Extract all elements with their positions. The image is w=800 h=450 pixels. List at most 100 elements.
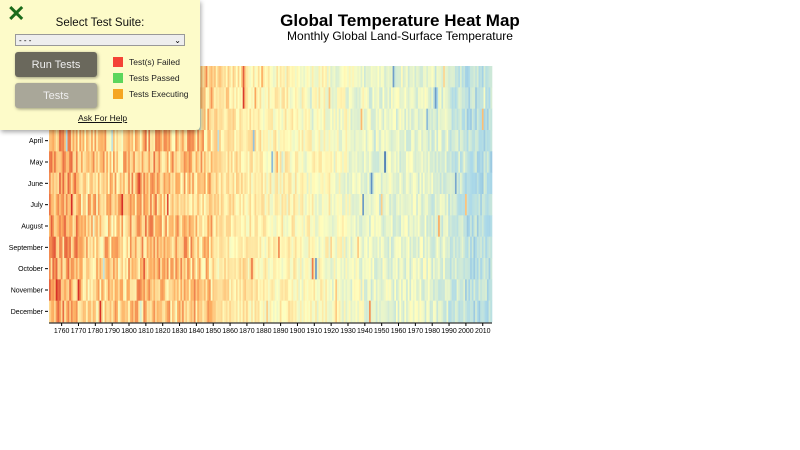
heatmap-cell [158, 236, 161, 259]
heatmap-cell [225, 172, 228, 195]
heatmap-cell [444, 108, 447, 131]
heatmap-cell [138, 279, 141, 301]
x-tick-label: 2000 [458, 328, 474, 335]
heatmap-cell [421, 279, 424, 301]
heatmap-cell [466, 258, 469, 280]
heatmap-cell [340, 151, 343, 173]
heatmap-cell [387, 279, 390, 301]
heatmap-cell [438, 300, 441, 323]
heatmap-cell [239, 108, 242, 131]
heatmap-cell [286, 66, 289, 88]
heatmap-cell [466, 215, 469, 237]
heatmap-cell [246, 130, 249, 152]
run-tests-button[interactable]: Run Tests [15, 52, 97, 77]
heatmap-cell [276, 236, 279, 259]
heatmap-cell [96, 236, 99, 259]
heatmap-cell [200, 172, 203, 195]
heatmap-cell [352, 236, 355, 259]
heatmap-cell [480, 258, 483, 280]
heatmap-cell [177, 215, 179, 237]
heatmap-cell [269, 258, 272, 280]
heatmap-cell [251, 194, 254, 216]
heatmap-cell [296, 279, 299, 301]
heatmap-cell [166, 258, 169, 280]
heatmap-cell [178, 172, 181, 195]
heatmap-cell [79, 194, 82, 216]
heatmap-cell [454, 279, 457, 301]
heatmap-cell [325, 108, 328, 131]
heatmap-cell [399, 215, 402, 237]
heatmap-cell [279, 172, 282, 195]
heatmap-cell [109, 236, 112, 259]
heatmap-cell [160, 172, 163, 195]
heatmap-cell [182, 258, 185, 280]
heatmap-cell [407, 151, 410, 173]
heatmap-cell [212, 258, 215, 280]
heatmap-cell [234, 194, 237, 216]
heatmap-cell [377, 130, 380, 152]
close-x-icon[interactable]: ✕ [7, 1, 26, 26]
heatmap-cell [367, 215, 370, 237]
heatmap-cell [185, 300, 188, 323]
heatmap-cell [392, 151, 395, 173]
test-suite-select[interactable]: - - - ⌄ [15, 34, 185, 46]
heatmap-cell [70, 151, 73, 173]
heatmap-cell [86, 194, 89, 216]
heatmap-cell [249, 87, 252, 109]
heatmap-cell [337, 151, 340, 173]
heatmap-cell [269, 151, 272, 173]
heatmap-cell [230, 87, 233, 109]
heatmap-cell [419, 172, 422, 195]
heatmap-cell [308, 172, 311, 195]
heatmap-cell [161, 130, 164, 152]
heatmap-cell [177, 236, 179, 259]
heatmap-cell [202, 151, 205, 173]
heatmap-cell [485, 215, 488, 237]
heatmap-cell [463, 279, 466, 301]
heatmap-cell [296, 236, 299, 259]
heatmap-cell [485, 236, 488, 259]
heatmap-cell [261, 300, 264, 323]
heatmap-cell [402, 66, 405, 88]
heatmap-cell [286, 215, 289, 237]
heatmap-cell [404, 151, 407, 173]
heatmap-cell [293, 108, 296, 131]
heatmap-cell [305, 108, 308, 131]
heatmap-cell [461, 236, 464, 259]
heatmap-cell [343, 300, 346, 323]
heatmap-cell [64, 172, 67, 195]
heatmap-cell [289, 108, 292, 131]
heatmap-cell [303, 151, 306, 173]
heatmap-cell [289, 151, 292, 173]
heatmap-cell [348, 108, 351, 131]
heatmap-cell [316, 279, 319, 301]
heatmap-cell [225, 108, 228, 131]
heatmap-cell [190, 130, 193, 152]
heatmap-cell [465, 258, 468, 280]
heatmap-cell [119, 279, 122, 301]
heatmap-cell [109, 194, 112, 216]
heatmap-cell [217, 87, 220, 109]
heatmap-cell [374, 87, 377, 109]
heatmap-cell [296, 66, 299, 88]
heatmap-cell [54, 151, 57, 173]
tests-button[interactable]: Tests [15, 83, 97, 108]
heatmap-cell [262, 151, 265, 173]
heatmap-cell [416, 279, 419, 301]
heatmap-cell [379, 87, 382, 109]
heatmap-cell [75, 151, 78, 173]
heatmap-cell [197, 258, 200, 280]
heatmap-cell [358, 130, 361, 152]
heatmap-cell [242, 172, 245, 195]
heatmap-cell [333, 130, 336, 152]
heatmap-cell [207, 108, 210, 131]
heatmap-cell [310, 300, 313, 323]
heatmap-cell [369, 258, 372, 280]
heatmap-cell [441, 108, 444, 131]
heatmap-cell [261, 279, 264, 301]
heatmap-cell [471, 279, 474, 301]
heatmap-cell [114, 279, 117, 301]
ask-for-help-link[interactable]: Ask For Help [78, 113, 128, 123]
heatmap-cell [284, 300, 287, 323]
heatmap-cell [291, 215, 294, 237]
